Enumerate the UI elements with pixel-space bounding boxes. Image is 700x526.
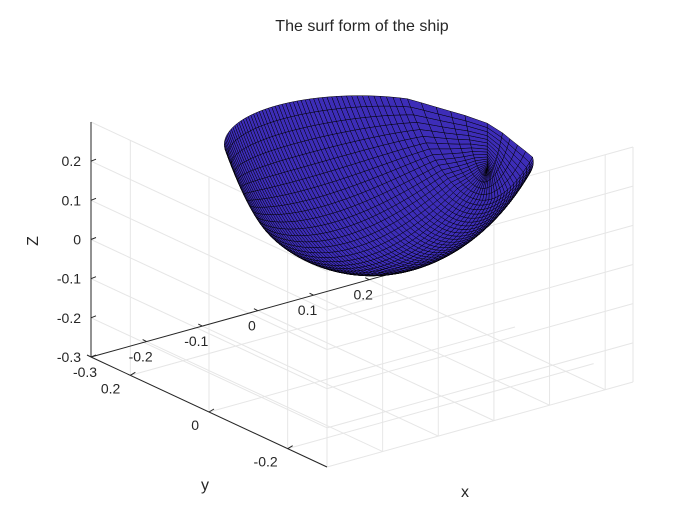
x-tick-label: -0.2 (129, 349, 153, 365)
x-tick-mark (309, 292, 314, 296)
surface-patch (450, 148, 463, 154)
surface-patch (459, 143, 472, 149)
z-tick-label: -0.1 (57, 271, 81, 287)
z-tick-mark (90, 354, 97, 358)
x-tick-mark (86, 354, 92, 358)
grid-line-sidewall-z (90, 239, 328, 350)
z-tick-label: -0.2 (57, 310, 81, 326)
grid-line-floor-y (287, 363, 594, 450)
x-tick-mark (364, 277, 370, 281)
z-tick-mark (90, 158, 97, 162)
y-axis-label: y (201, 477, 209, 494)
z-tick-label: 0.2 (62, 153, 82, 169)
z-tick-mark (90, 276, 97, 280)
grid-line-floor-y (130, 289, 437, 376)
x-tick-label: 0.1 (298, 302, 318, 318)
y-tick-mark (287, 445, 293, 450)
z-tick-label: 0 (73, 232, 81, 248)
axes-layer (86, 122, 398, 468)
surface-patch (488, 185, 492, 194)
grid-line-backwall-z (326, 264, 634, 350)
x-tick-label: -0.3 (73, 364, 97, 380)
surface-patch (448, 143, 462, 150)
grid-line-sidewall-z (90, 199, 328, 311)
grid-line-backwall-z (326, 342, 634, 429)
x-tick-label: -0.1 (184, 333, 208, 349)
x-tick-label: 0 (248, 318, 256, 334)
x-tick-mark (253, 308, 259, 312)
y-tick-label: -0.2 (254, 454, 278, 470)
grid-line-floor-y (208, 326, 516, 413)
z-axis-label: Z (25, 236, 42, 246)
z-tick-mark (90, 237, 97, 240)
x-tick-mark (198, 323, 203, 327)
y-tick-mark (208, 408, 215, 413)
y-tick-mark (130, 371, 136, 376)
z-tick-mark (90, 197, 97, 201)
y-tick-label: 0 (191, 417, 199, 433)
grid-line-sidewall-z (90, 278, 328, 390)
surface-patch (464, 115, 488, 128)
grid-line-backwall-z (326, 381, 634, 468)
x-axis-label: x (461, 484, 469, 501)
x-axis-line (90, 271, 398, 358)
z-tick-mark (90, 315, 97, 319)
chart-title: The surf form of the ship (275, 18, 449, 35)
z-tick-label: 0.1 (62, 192, 82, 208)
grid-line-backwall-z (326, 303, 634, 390)
grid-line-sidewall-z (90, 160, 328, 272)
grid-line-backwall-z (326, 224, 634, 311)
grid-line-sidewall-z (90, 317, 328, 429)
tick-labels: -0.3-0.2-0.100.10.2-0.200.2-0.3-0.2-0.10… (57, 153, 373, 470)
y-tick-label: 0.2 (101, 380, 121, 396)
x-tick-label: 0.2 (353, 287, 373, 303)
x-tick-mark (142, 339, 147, 342)
surface-plot (224, 95, 534, 277)
z-tick-label: -0.3 (57, 349, 81, 365)
